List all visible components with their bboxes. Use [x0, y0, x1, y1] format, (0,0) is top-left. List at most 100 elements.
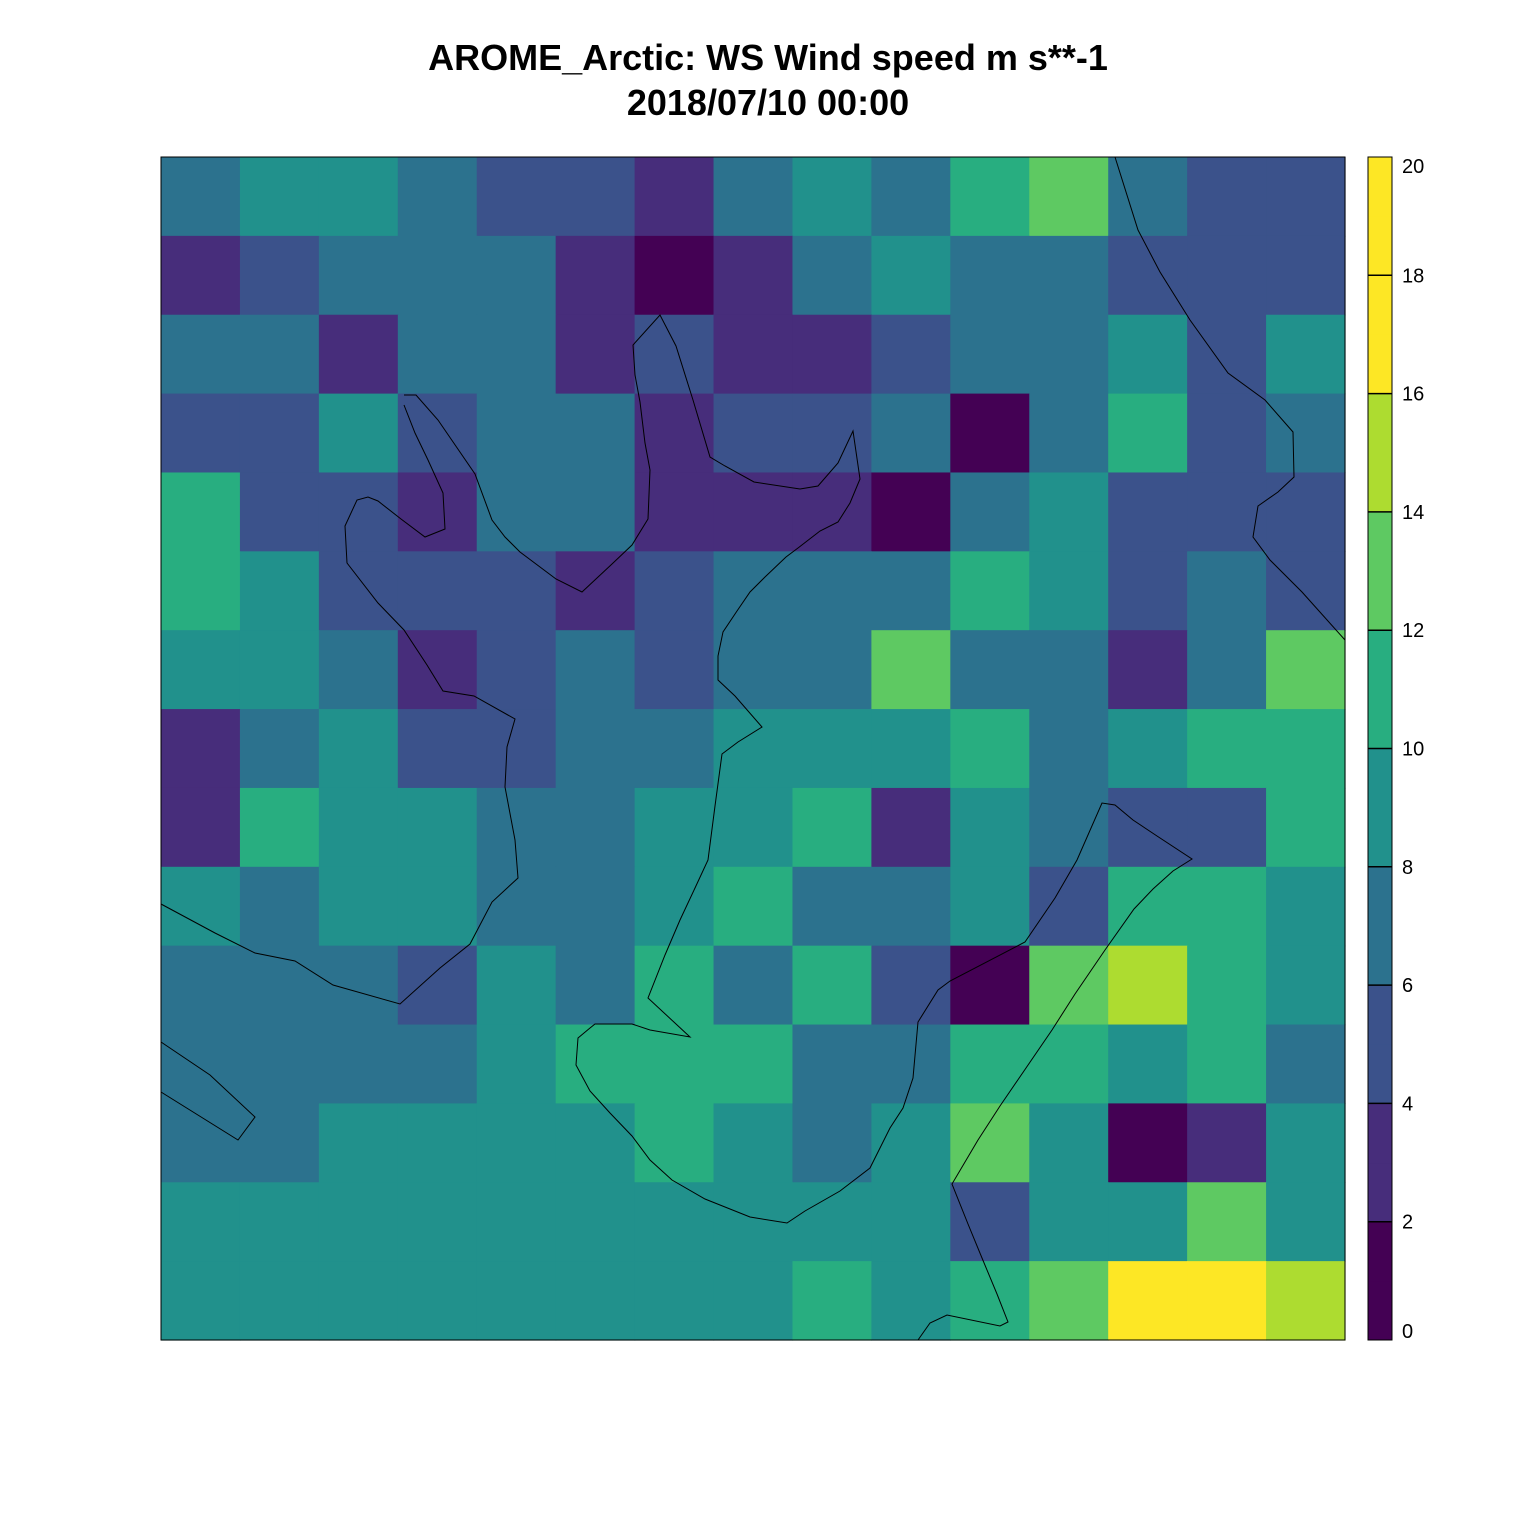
heatmap-cell — [1266, 1261, 1346, 1341]
heatmap-cell — [1108, 235, 1188, 316]
heatmap-cell — [318, 1024, 399, 1104]
colorbar-segment — [1368, 866, 1392, 927]
heatmap-cell — [1108, 1182, 1188, 1262]
heatmap-cell — [1187, 551, 1267, 631]
heatmap-cell — [161, 393, 241, 474]
heatmap-cell — [161, 1182, 241, 1262]
heatmap-cell — [161, 314, 241, 395]
heatmap-cell — [792, 630, 872, 710]
colorbar-segment — [1368, 157, 1392, 217]
heatmap-cell — [1187, 1103, 1267, 1183]
heatmap-cell — [476, 235, 557, 316]
heatmap-cell — [792, 945, 872, 1026]
colorbar-tick-label: 2 — [1402, 1212, 1413, 1234]
heatmap-cell — [476, 472, 557, 552]
heatmap-cell — [476, 630, 557, 710]
heatmap-cell — [1029, 945, 1109, 1026]
heatmap-cell — [713, 393, 794, 474]
heatmap-cell — [555, 551, 636, 631]
colorbar-segment — [1368, 1162, 1392, 1223]
heatmap-cell — [1029, 787, 1109, 868]
heatmap-cell — [950, 1103, 1030, 1183]
heatmap-cell — [476, 157, 557, 237]
heatmap-cell — [239, 1103, 320, 1183]
heatmap-cell — [555, 235, 636, 316]
colorbar-segment — [1368, 748, 1392, 809]
heatmap-cell — [792, 709, 872, 789]
heatmap-cell — [397, 551, 478, 631]
heatmap-cell — [1266, 787, 1346, 868]
heatmap-cell — [1266, 472, 1346, 552]
colorbar-segment — [1368, 630, 1392, 690]
heatmap-cell — [1029, 1182, 1109, 1262]
heatmap-cell — [161, 551, 241, 631]
colorbar-segment — [1368, 1280, 1392, 1341]
heatmap-cell — [161, 472, 241, 552]
heatmap-cell — [871, 945, 951, 1026]
heatmap-cell — [555, 1182, 636, 1262]
heatmap-cell — [239, 235, 320, 316]
heatmap-cell — [476, 393, 557, 474]
heatmap-cell — [239, 866, 320, 947]
coastline — [404, 314, 1193, 1341]
plot-frame — [160, 156, 1346, 1341]
heatmap-cell — [871, 157, 951, 237]
heatmap-cell — [1266, 945, 1346, 1026]
colorbar-segment — [1368, 334, 1392, 395]
heatmap-cell — [555, 709, 636, 789]
heatmap-cell — [397, 235, 478, 316]
colorbar-segment — [1368, 1103, 1392, 1164]
heatmap-cell — [713, 709, 794, 789]
heatmap-cell — [634, 945, 715, 1026]
colorbar-segment — [1368, 275, 1392, 335]
heatmap-cell — [1029, 551, 1109, 631]
heatmap-cell — [871, 866, 951, 947]
heatmap-cell — [161, 1261, 241, 1341]
heatmap-cell — [318, 157, 399, 237]
heatmap-cell — [871, 630, 951, 710]
heatmap-cell — [713, 1261, 794, 1341]
heatmap-cell — [476, 1182, 557, 1262]
heatmap-cell — [792, 787, 872, 868]
colorbar-segment — [1368, 1044, 1392, 1104]
heatmap-cell — [397, 393, 478, 474]
heatmap-cell — [239, 1182, 320, 1262]
colorbar-segment — [1368, 571, 1392, 631]
colorbar-segment — [1368, 985, 1392, 1045]
heatmap-cell — [950, 551, 1030, 631]
heatmap-cell — [318, 945, 399, 1026]
heatmap-cell — [318, 235, 399, 316]
heatmap-cell — [871, 235, 951, 316]
heatmap-cell — [634, 709, 715, 789]
heatmap-cell — [1029, 1103, 1109, 1183]
heatmap-cell — [871, 551, 951, 631]
heatmap-cell — [239, 157, 320, 237]
heatmap-cell — [792, 314, 872, 395]
heatmap-cell — [1187, 1024, 1267, 1104]
heatmap-cell — [634, 630, 715, 710]
heatmap-cell — [950, 235, 1030, 316]
heatmap-cell — [1266, 709, 1346, 789]
heatmap-cell — [871, 1024, 951, 1104]
colorbar-tick-label: 10 — [1402, 739, 1424, 761]
heatmap-cell — [555, 787, 636, 868]
heatmap-cell — [476, 945, 557, 1026]
colorbar-segment — [1368, 452, 1392, 513]
heatmap-cell — [161, 866, 241, 947]
heatmap-cell — [555, 866, 636, 947]
heatmap-cell — [161, 1103, 241, 1183]
heatmap-cell — [161, 235, 241, 316]
heatmap-cell — [555, 630, 636, 710]
heatmap-cell — [1029, 1024, 1109, 1104]
heatmap-cell — [397, 157, 478, 237]
heatmap-cell — [950, 314, 1030, 395]
heatmap-cell — [397, 866, 478, 947]
heatmap-cell — [161, 945, 241, 1026]
heatmap-cell — [950, 787, 1030, 868]
heatmap-cell — [476, 709, 557, 789]
heatmap-cell — [239, 472, 320, 552]
heatmap-cell — [318, 1103, 399, 1183]
heatmap-cell — [792, 1103, 872, 1183]
colorbar-segment — [1368, 807, 1392, 868]
